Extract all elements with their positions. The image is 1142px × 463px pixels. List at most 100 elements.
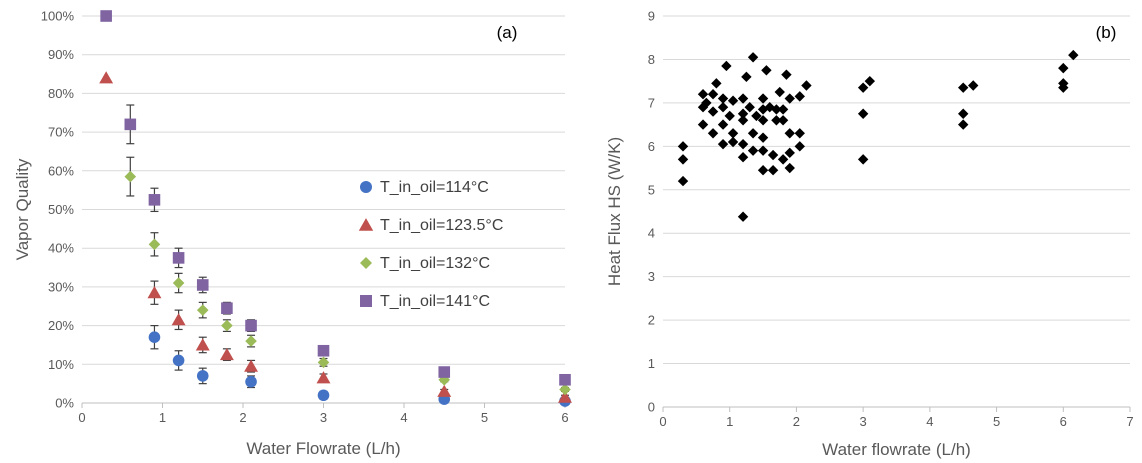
data-point (724, 110, 735, 122)
data-point (148, 194, 161, 206)
x-tick-label: 2 (239, 410, 246, 425)
data-point (171, 313, 186, 326)
data-point (124, 170, 137, 183)
data-point (784, 128, 795, 139)
y-tick-label: 5 (648, 182, 655, 197)
legend-entry: T_in_oil=132°C (380, 255, 490, 272)
data-point (747, 145, 759, 156)
data-point (721, 60, 732, 72)
data-point (717, 138, 729, 150)
data-point (196, 370, 209, 382)
data-point (774, 86, 785, 98)
data-point (677, 141, 689, 152)
x-tick-label: 4 (926, 414, 933, 429)
y-axis-label: Vapor Quality (13, 158, 32, 260)
data-point (727, 95, 739, 106)
y-tick-label: 4 (648, 226, 655, 241)
data-point (244, 359, 259, 372)
data-point (317, 389, 330, 402)
y-tick-label: 8 (648, 52, 655, 67)
y-tick-label: 10% (48, 357, 74, 372)
data-point (761, 65, 772, 76)
y-tick-label: 100% (41, 9, 75, 24)
data-point (677, 154, 689, 165)
data-point (717, 119, 729, 130)
x-tick-label: 0 (659, 414, 666, 429)
data-point (148, 331, 161, 344)
chart-panel-a: 0% 10% 20% 30% 40% 50% 60% 70% 80% 90% 100% 0 1 2 3 4 5 6… (13, 9, 572, 458)
y-tick-label: 70% (48, 125, 74, 140)
data-point (757, 145, 769, 156)
data-point (1068, 49, 1079, 61)
y-tick-label: 90% (48, 47, 74, 62)
data-point (794, 91, 805, 102)
y-tick-label: 60% (48, 163, 74, 178)
data-point (764, 102, 775, 113)
data-point (784, 93, 795, 104)
y-tick-label: 0 (648, 400, 655, 415)
data-point (245, 335, 257, 347)
data-point (221, 302, 233, 314)
data-point (777, 115, 789, 126)
series-2 (99, 71, 572, 403)
data-point (771, 115, 782, 126)
data-point (717, 102, 729, 113)
data-point (747, 52, 759, 63)
data-point (727, 128, 739, 139)
data-point (744, 102, 755, 113)
y-tick-label: 0% (55, 396, 74, 411)
data-point (794, 141, 805, 152)
data-point (438, 366, 451, 378)
data-point (747, 128, 759, 139)
data-point (172, 354, 185, 367)
data-point (717, 93, 729, 104)
data-point (857, 108, 869, 119)
y-tick-label: 7 (648, 95, 655, 110)
data-point (958, 119, 969, 130)
data-point (968, 80, 979, 91)
data-point (701, 97, 712, 109)
data-point (737, 151, 749, 163)
data-point (757, 115, 769, 126)
x-tick-label: 7 (1126, 414, 1133, 429)
data-point (124, 118, 137, 131)
y-tick-label: 1 (648, 356, 655, 371)
data-point (317, 356, 330, 369)
y-tick-label: 40% (48, 241, 74, 256)
data-point (767, 149, 779, 161)
data-point (864, 75, 876, 87)
chart-panel-b: 0 1 2 3 4 5 6 7 8 9 0 1 2 3 4 5 6 7 Water flowrate (L/h) He… (605, 9, 1134, 460)
data-point (437, 384, 452, 397)
x-tick-label: 1 (726, 414, 733, 429)
data-point (777, 104, 789, 115)
x-tick-label: 6 (1060, 414, 1067, 429)
data-point (559, 373, 571, 386)
data-point (771, 104, 782, 115)
x-tick-label: 0 (78, 410, 85, 425)
data-point (100, 10, 112, 22)
data-point (221, 319, 233, 332)
data-point (697, 119, 709, 130)
data-point (737, 211, 749, 222)
data-point (196, 304, 209, 316)
data-point (559, 383, 571, 396)
x-tick-label: 2 (793, 414, 800, 429)
legend-entry: T_in_oil=141°C (380, 293, 490, 310)
data-point (148, 238, 161, 251)
data-point (737, 115, 749, 126)
legend-entry: T_in_oil=114°C (380, 179, 489, 196)
data-point (781, 69, 792, 80)
data-point (767, 165, 779, 176)
data-point (794, 128, 805, 139)
data-point (857, 82, 869, 93)
x-axis-label: Water flowrate (L/h) (822, 440, 971, 459)
data-point (677, 175, 689, 187)
data-point (737, 93, 749, 104)
data-point (697, 89, 709, 100)
data-point (741, 71, 752, 83)
data-point (711, 78, 722, 89)
data-point (757, 93, 769, 104)
data-point (784, 162, 795, 174)
data-point (958, 82, 969, 93)
